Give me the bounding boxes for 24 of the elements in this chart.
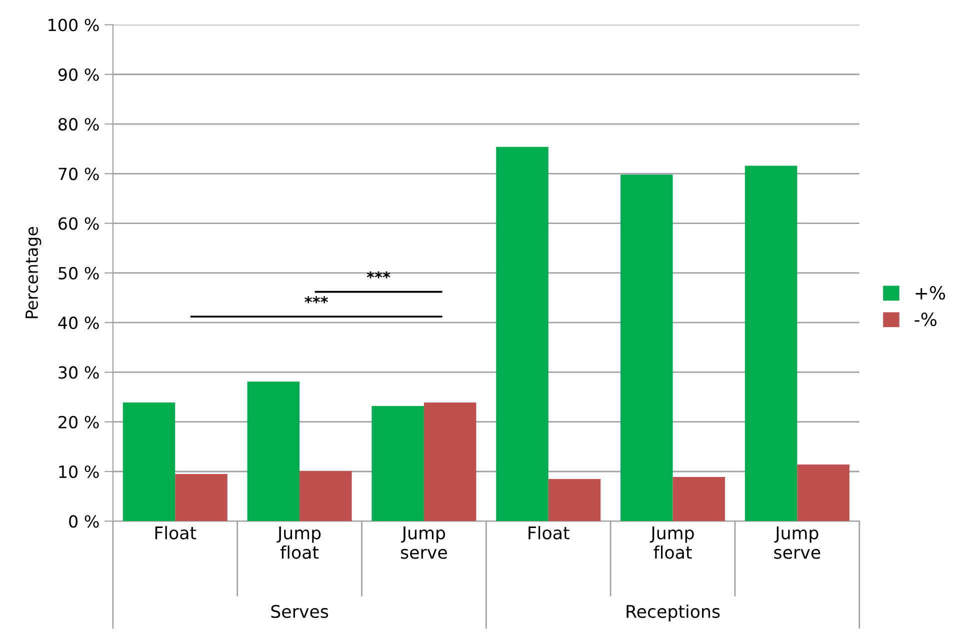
y-tick-label: 100 %: [48, 18, 99, 32]
x-tick-label: Float: [155, 526, 196, 540]
y-tick-label: 90 %: [58, 68, 99, 81]
x-tick-label: Jump float: [276, 526, 321, 559]
y-tick-label: 0 %: [69, 515, 99, 528]
y-tick-label: 30 %: [58, 366, 99, 379]
annotation: ***: [304, 296, 328, 304]
legend-label: +%: [916, 286, 946, 300]
x-tick-label: Jump serve: [400, 526, 447, 559]
y-tick-label: 70 %: [58, 168, 99, 180]
x-tick-label: Jump serve: [774, 526, 820, 559]
annotation: ***: [366, 271, 390, 278]
text: Serves: [271, 604, 328, 618]
y-tick-label: 10 %: [59, 465, 99, 478]
text: Receptions: [626, 604, 720, 622]
y-tick-label: 50 %: [58, 266, 99, 280]
y-tick-label: 60 %: [58, 217, 99, 230]
y-axis-title: Percentage: [26, 226, 42, 318]
y-tick-label: 20 %: [58, 416, 99, 428]
x-tick-label: Jump float: [650, 526, 694, 559]
y-tick-label: 80 %: [58, 118, 99, 131]
y-tick-label: 40 %: [58, 316, 99, 330]
legend-label: -%: [914, 312, 936, 326]
x-tick-label: Float: [528, 526, 570, 540]
